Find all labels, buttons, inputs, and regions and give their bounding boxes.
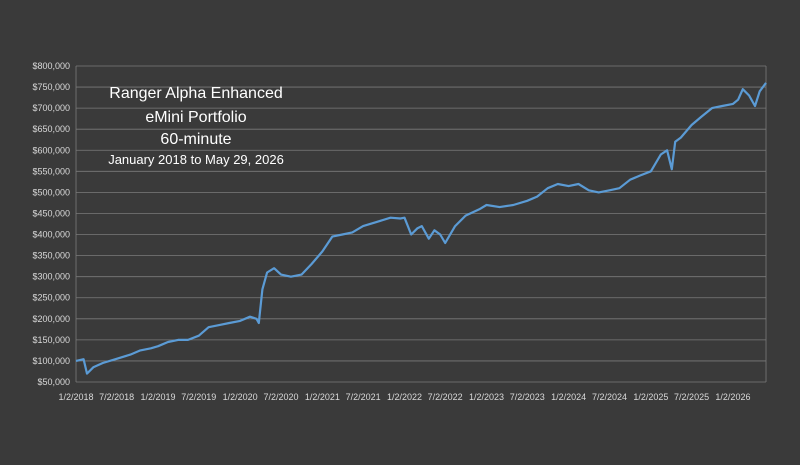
y-tick-label: $750,000 <box>32 82 70 92</box>
x-tick-label: 1/2/2022 <box>387 392 422 402</box>
x-tick-label: 1/2/2019 <box>141 392 176 402</box>
x-tick-label: 1/2/2026 <box>715 392 750 402</box>
y-tick-label: $200,000 <box>32 314 70 324</box>
y-tick-label: $800,000 <box>32 61 70 71</box>
y-tick-label: $100,000 <box>32 356 70 366</box>
x-tick-label: 1/2/2025 <box>633 392 668 402</box>
subtitle-date-range: January 2018 to May 29, 2026 <box>108 152 284 167</box>
x-tick-label: 1/2/2020 <box>223 392 258 402</box>
y-tick-label: $700,000 <box>32 103 70 113</box>
y-tick-label: $500,000 <box>32 187 70 197</box>
x-tick-label: 1/2/2021 <box>305 392 340 402</box>
y-tick-label: $50,000 <box>37 377 70 387</box>
y-tick-label: $150,000 <box>32 335 70 345</box>
x-tick-label: 1/2/2018 <box>58 392 93 402</box>
x-tick-label: 7/2/2020 <box>264 392 299 402</box>
title-line-1: Ranger Alpha Enhanced <box>109 85 282 102</box>
y-tick-label: $550,000 <box>32 166 70 176</box>
chart-title: Ranger Alpha Enhanced eMini Portfolio 60… <box>108 85 284 167</box>
x-axis-tick-labels: 1/2/2018 7/2/2018 1/2/2019 7/2/2019 1/2/2020… <box>58 392 750 402</box>
x-tick-label: 7/2/2023 <box>510 392 545 402</box>
y-tick-label: $250,000 <box>32 293 70 303</box>
x-tick-label: 7/2/2021 <box>346 392 381 402</box>
x-tick-label: 7/2/2024 <box>592 392 627 402</box>
y-tick-label: $300,000 <box>32 272 70 282</box>
x-tick-label: 1/2/2024 <box>551 392 586 402</box>
x-tick-label: 7/2/2018 <box>99 392 134 402</box>
x-tick-label: 7/2/2022 <box>428 392 463 402</box>
y-axis-tick-labels: $50,000 $100,000 $150,000 $200,000 $250,000 $… <box>32 61 70 387</box>
y-tick-label: $450,000 <box>32 208 70 218</box>
series-line-portfolio-equity <box>75 82 767 375</box>
x-tick-label: 7/2/2025 <box>674 392 709 402</box>
y-tick-label: $600,000 <box>32 145 70 155</box>
title-line-3: 60-minute <box>160 131 231 148</box>
y-tick-label: $400,000 <box>32 230 70 240</box>
title-line-2: eMini Portfolio <box>145 109 246 126</box>
y-tick-label: $350,000 <box>32 251 70 261</box>
x-tick-label: 7/2/2019 <box>181 392 216 402</box>
y-tick-label: $650,000 <box>32 124 70 134</box>
x-tick-label: 1/2/2023 <box>469 392 504 402</box>
